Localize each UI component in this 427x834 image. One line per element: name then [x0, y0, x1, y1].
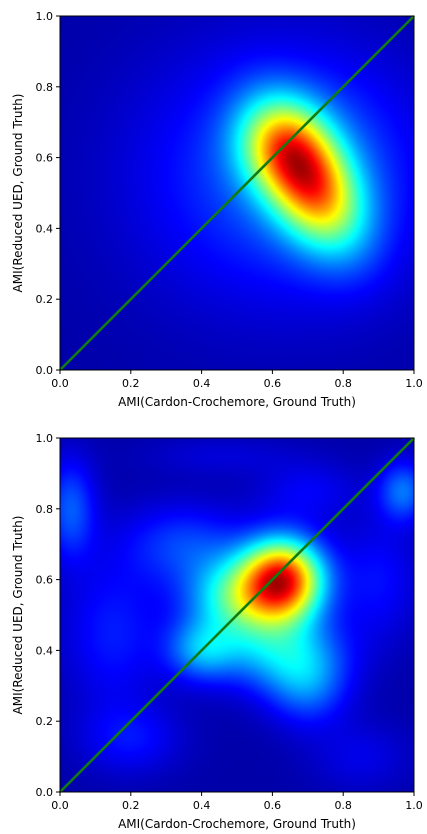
x-tick-label: 0.4	[193, 799, 211, 812]
x-axis-label: AMI(Cardon-Crochemore, Ground Truth)	[118, 395, 356, 409]
x-tick-label: 0.2	[122, 799, 140, 812]
y-tick-label: 0.2	[36, 715, 54, 728]
y-tick-label: 0.4	[36, 644, 54, 657]
diagonal-reference-line	[59, 15, 415, 371]
y-axis-label: AMI(Reduced UED, Ground Truth)	[11, 94, 25, 293]
y-tick-label: 0.8	[36, 81, 54, 94]
y-tick-label: 0.4	[36, 222, 54, 235]
x-tick-label: 0.2	[122, 377, 140, 390]
y-tick-label: 0.0	[36, 786, 54, 799]
x-tick-label: 1.0	[405, 377, 423, 390]
x-axis-label: AMI(Cardon-Crochemore, Ground Truth)	[118, 817, 356, 831]
y-tick-label: 1.0	[36, 10, 54, 23]
plot-frame	[59, 437, 415, 793]
y-tick-label: 0.8	[36, 503, 54, 516]
y-tick-label: 1.0	[36, 432, 54, 445]
chart-panel-2: 0.0 0.2 0.4 0.6 0.8 1.0 0.0 0.2 0.4 0.6 0.8 1.0 AMI(…	[11, 432, 423, 831]
y-axis-label: AMI(Reduced UED, Ground Truth)	[11, 516, 25, 715]
y-tick-label: 0.6	[36, 152, 54, 165]
y-tick-label: 0.0	[36, 364, 54, 377]
x-tick-label: 0.0	[51, 799, 69, 812]
diagonal-reference-line	[59, 437, 415, 793]
x-tick-label: 0.6	[264, 377, 282, 390]
x-tick-label: 0.4	[193, 377, 211, 390]
x-tick-label: 0.6	[264, 799, 282, 812]
x-tick-label: 0.8	[334, 799, 352, 812]
y-tick-label: 0.6	[36, 574, 54, 587]
chart-panel-1: 0.0 0.2 0.4 0.6 0.8 1.0 0.0 0.2 0.4 0.6 0.8 1.0 AMI(…	[11, 10, 423, 409]
x-tick-label: 1.0	[405, 799, 423, 812]
y-tick-label: 0.2	[36, 293, 54, 306]
plot-frame	[59, 15, 415, 371]
x-tick-label: 0.0	[51, 377, 69, 390]
x-tick-label: 0.8	[334, 377, 352, 390]
